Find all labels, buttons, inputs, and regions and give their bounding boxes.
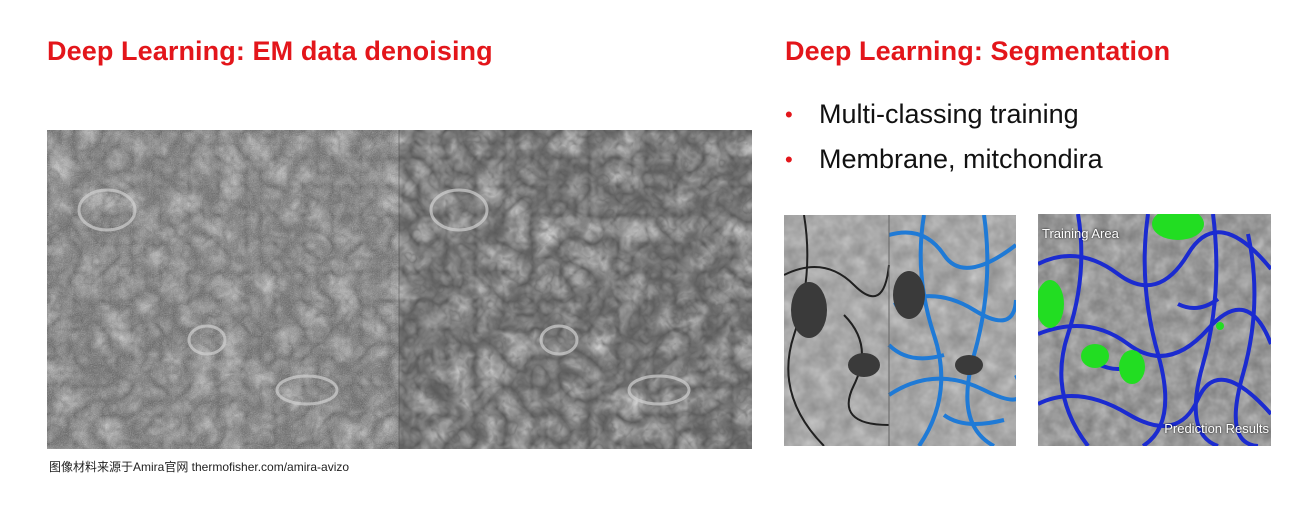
segmentation-bullet-list: • Multi-classing training • Membrane, mi… <box>785 92 1103 182</box>
membrane-segmentation-image <box>784 215 1016 446</box>
multiclass-prediction-image: Training Area Prediction Results <box>1038 214 1271 446</box>
em-denoising-image <box>47 130 752 449</box>
prediction-results-label: Prediction Results <box>1164 421 1269 436</box>
bullet-item: • Membrane, mitchondira <box>785 137 1103 182</box>
bullet-dot-icon: • <box>785 146 793 172</box>
bullet-text: Membrane, mitchondira <box>819 144 1103 174</box>
training-area-label: Training Area <box>1042 226 1119 241</box>
image-source-caption: 图像材料来源于Amira官网 thermofisher.com/amira-av… <box>49 460 350 474</box>
segmentation-title: Deep Learning: Segmentation <box>785 36 1171 66</box>
bullet-item: • Multi-classing training <box>785 92 1103 137</box>
denoising-title: Deep Learning: EM data denoising <box>47 36 493 66</box>
bullet-text: Multi-classing training <box>819 99 1079 129</box>
bullet-dot-icon: • <box>785 101 793 127</box>
